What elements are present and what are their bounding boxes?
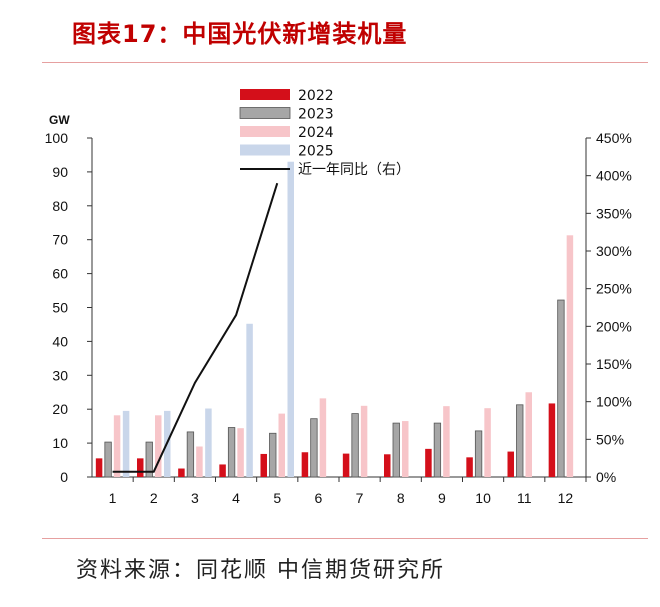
y-tick-label: 70 bbox=[52, 232, 68, 248]
chart-axes: GW 0 10 20 30 40 50 60 70 80 90 100 0% 50% 100% 150% 200… bbox=[45, 113, 632, 506]
footer-divider bbox=[42, 538, 648, 539]
y2-tick-label: 450% bbox=[596, 130, 632, 146]
x-tick-label: 10 bbox=[475, 490, 491, 506]
bar-2023 bbox=[351, 413, 359, 478]
bar-2022 bbox=[219, 464, 226, 477]
y2-tick-label: 0% bbox=[596, 469, 616, 485]
y-tick-label: 60 bbox=[52, 266, 68, 282]
title-divider bbox=[42, 62, 648, 63]
legend-swatch-2024 bbox=[240, 126, 290, 137]
bar-2022 bbox=[260, 453, 267, 477]
x-tick-label: 1 bbox=[109, 490, 117, 506]
bar-2025 bbox=[122, 410, 130, 477]
bar-2025 bbox=[246, 323, 253, 477]
x-tick-label: 2 bbox=[150, 490, 158, 506]
legend-swatch-2022 bbox=[240, 89, 290, 100]
bar-2023 bbox=[433, 422, 442, 478]
y-tick-label: 20 bbox=[52, 401, 68, 417]
y2-tick-label: 300% bbox=[596, 243, 632, 259]
bar-2023 bbox=[557, 299, 565, 478]
bar-2022 bbox=[384, 454, 391, 477]
chart-legend: 2022 2023 2024 2025 近一年同比（右） bbox=[239, 88, 410, 178]
y2-tick-label: 150% bbox=[596, 356, 632, 372]
x-tick-label: 11 bbox=[517, 490, 532, 506]
bar-2022 bbox=[466, 457, 473, 477]
y2-tick-label: 200% bbox=[596, 318, 632, 334]
bar-2022 bbox=[95, 458, 103, 477]
legend-label: 2023 bbox=[298, 107, 334, 123]
x-tick-label: 7 bbox=[356, 490, 364, 506]
legend-swatch-2025 bbox=[240, 144, 290, 156]
page-title: 图表17：中国光伏新增装机量 bbox=[72, 20, 408, 48]
y-tick-label: 40 bbox=[52, 333, 68, 349]
bar-2022 bbox=[301, 452, 309, 477]
bar-2022 bbox=[137, 458, 144, 477]
legend-swatch-2023 bbox=[239, 107, 291, 119]
chart-bars bbox=[95, 161, 574, 478]
bar-2024 bbox=[155, 415, 162, 477]
y-axis-unit: GW bbox=[49, 113, 70, 127]
x-tick-label: 8 bbox=[397, 490, 405, 506]
legend-label: 2024 bbox=[298, 125, 334, 141]
bar-2024 bbox=[443, 406, 450, 477]
bar-2022 bbox=[507, 451, 514, 477]
bar-2024 bbox=[278, 413, 285, 477]
y-tick-label: 90 bbox=[52, 164, 68, 180]
bar-2022 bbox=[178, 468, 185, 477]
bar-2023 bbox=[145, 441, 153, 478]
x-tick-label: 6 bbox=[315, 490, 323, 506]
x-tick-label: 3 bbox=[191, 490, 199, 506]
legend-label: 近一年同比（右） bbox=[298, 162, 410, 178]
y-tick-label: 100 bbox=[45, 130, 69, 146]
bar-2022 bbox=[548, 403, 556, 477]
chart-line bbox=[112, 182, 279, 473]
x-tick-label: 4 bbox=[232, 490, 240, 506]
bar-2023 bbox=[186, 431, 195, 478]
source-note: 资料来源：同花顺 中信期货研究所 bbox=[76, 558, 445, 583]
x-tick-label: 9 bbox=[438, 490, 446, 506]
bar-2023 bbox=[474, 430, 483, 478]
y-tick-label: 80 bbox=[52, 198, 68, 214]
bar-2024 bbox=[484, 408, 491, 477]
bar-2024 bbox=[113, 415, 121, 477]
y2-tick-label: 350% bbox=[596, 205, 632, 221]
bar-2022 bbox=[342, 453, 350, 477]
y-tick-label: 50 bbox=[52, 300, 68, 316]
y2-tick-label: 50% bbox=[596, 431, 624, 447]
bar-2024 bbox=[566, 235, 574, 477]
bar-2024 bbox=[319, 398, 327, 477]
y2-tick-label: 400% bbox=[596, 168, 632, 184]
x-tick-label: 5 bbox=[273, 490, 281, 506]
bar-2023 bbox=[269, 432, 277, 478]
x-tick-label: 12 bbox=[558, 490, 574, 506]
bar-2023 bbox=[516, 404, 524, 478]
bar-2024 bbox=[360, 405, 368, 477]
y2-tick-label: 100% bbox=[596, 394, 632, 410]
bar-2023 bbox=[310, 418, 318, 478]
bar-2023 bbox=[227, 427, 236, 478]
series-line-yoy bbox=[112, 182, 279, 473]
y-tick-label: 30 bbox=[52, 367, 68, 383]
bar-2023 bbox=[392, 422, 400, 478]
y-tick-label: 10 bbox=[52, 435, 68, 451]
bar-2023 bbox=[104, 441, 112, 478]
bar-2022 bbox=[425, 448, 432, 477]
bar-2024 bbox=[237, 428, 244, 477]
bar-2024 bbox=[525, 392, 532, 477]
bar-2024 bbox=[196, 446, 203, 477]
chart: GW 0 10 20 30 40 50 60 70 80 90 100 0% 50% 100% 150% 200… bbox=[45, 88, 632, 506]
bar-2024 bbox=[402, 421, 409, 477]
bar-2025 bbox=[205, 408, 212, 477]
y2-tick-label: 250% bbox=[596, 281, 632, 297]
legend-label: 2022 bbox=[298, 88, 334, 104]
legend-label: 2025 bbox=[298, 144, 334, 160]
bar-2025 bbox=[287, 161, 294, 478]
y-tick-label: 0 bbox=[60, 469, 68, 485]
